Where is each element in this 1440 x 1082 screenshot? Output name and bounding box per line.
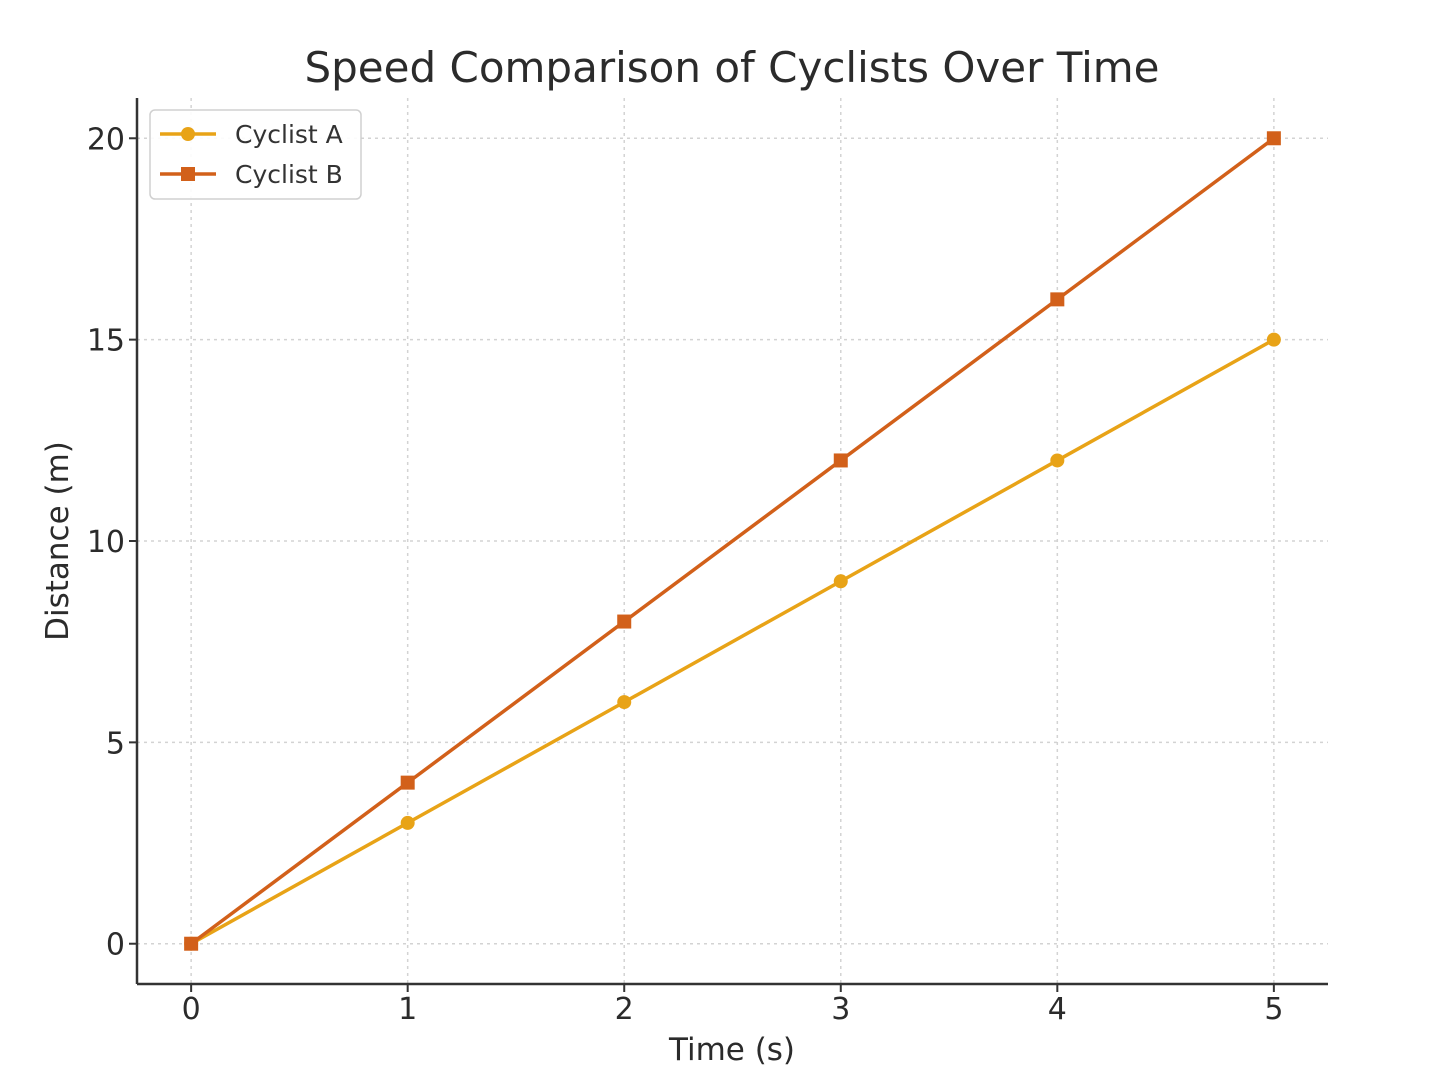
x-axis-label: Time (s)	[668, 1032, 795, 1068]
y-tick-label: 5	[106, 726, 125, 761]
y-tick-label: 10	[87, 525, 125, 560]
data-point-square	[617, 614, 632, 629]
y-tick-label: 0	[106, 928, 125, 963]
series-line	[190, 338, 1275, 946]
data-point-circle	[1266, 332, 1281, 347]
x-tick-label: 2	[615, 992, 634, 1027]
data-point-square	[1266, 131, 1281, 146]
data-point-square	[400, 775, 415, 790]
x-tick-label: 4	[1048, 992, 1067, 1027]
legend-label: Cyclist A	[235, 120, 343, 149]
chart-title: Speed Comparison of Cyclists Over Time	[304, 43, 1159, 92]
x-tick-label: 5	[1264, 992, 1283, 1027]
y-tick-label: 20	[87, 122, 125, 157]
x-tick-label: 0	[182, 992, 201, 1027]
x-tick-labels: 0 1 2 3 4 5	[182, 992, 1284, 1027]
legend-label: Cyclist B	[235, 160, 343, 189]
grid	[137, 98, 1328, 984]
x-tick-label: 3	[831, 992, 850, 1027]
series-cyclist-a	[184, 332, 1281, 951]
legend-marker-circle	[181, 127, 195, 141]
data-point-square	[184, 936, 199, 951]
x-tick-label: 1	[398, 992, 417, 1027]
data-point-square	[1050, 292, 1065, 307]
series-line	[190, 136, 1275, 946]
series-cyclist-b	[184, 131, 1281, 951]
data-point-circle	[1050, 453, 1065, 468]
legend-item: Cyclist A	[160, 120, 343, 149]
data-point-circle	[617, 695, 632, 710]
legend-marker-square	[181, 167, 195, 181]
legend: Cyclist A Cyclist B	[149, 109, 362, 200]
y-axis-label: Distance (m)	[40, 441, 76, 641]
y-tick-label: 15	[87, 324, 125, 359]
data-point-square	[833, 453, 848, 468]
data-point-circle	[833, 574, 848, 589]
axes	[129, 98, 1328, 992]
legend-item: Cyclist B	[160, 160, 343, 189]
data-point-circle	[400, 815, 415, 830]
series-layer	[184, 131, 1281, 951]
y-tick-labels: 0 5 10 15 20	[87, 122, 125, 962]
